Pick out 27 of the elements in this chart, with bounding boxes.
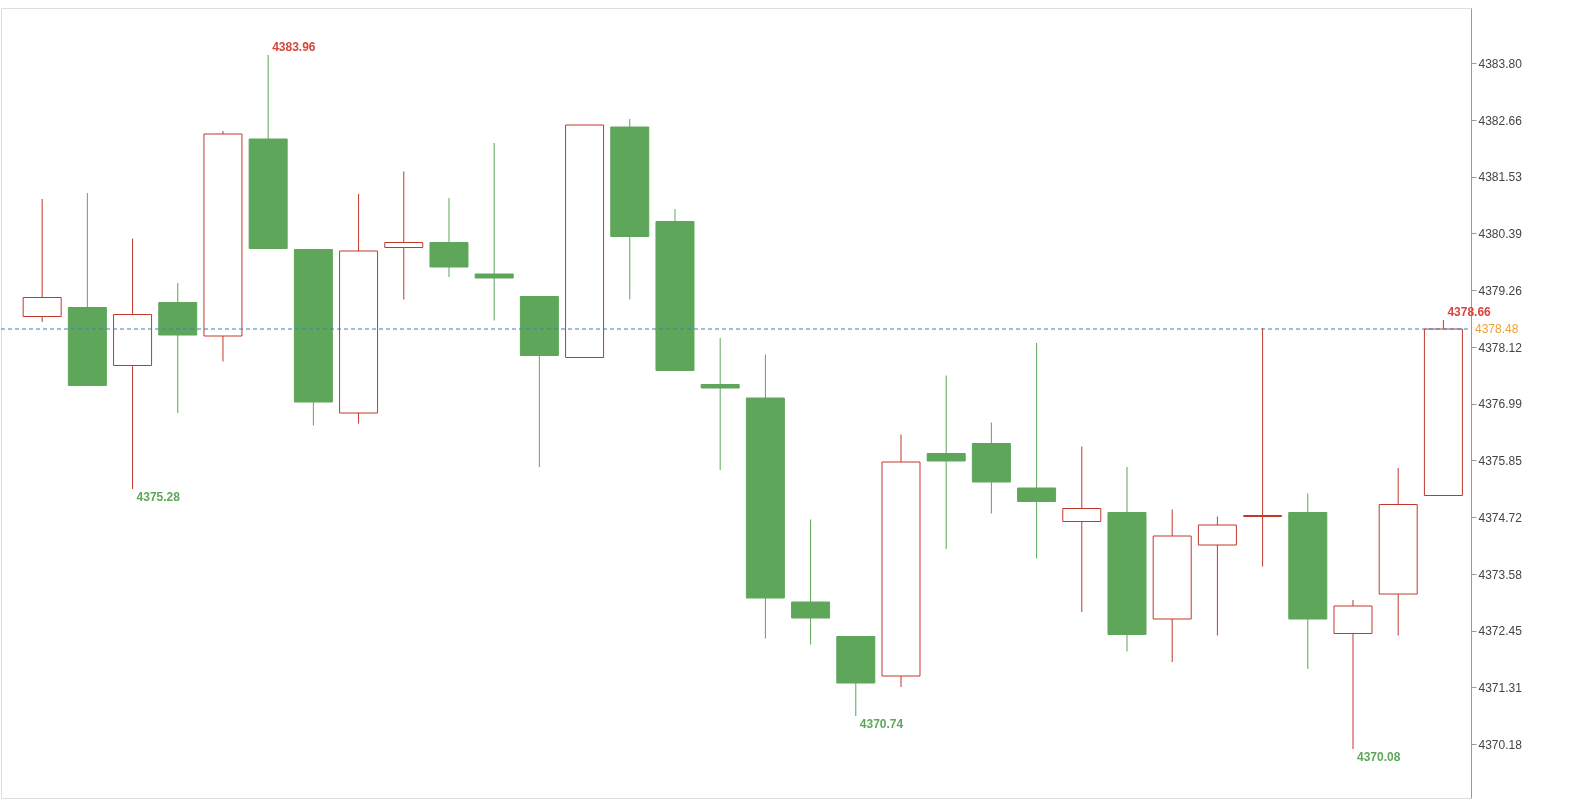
y-tick-label: 4378.12 <box>1478 340 1523 355</box>
y-tick-label: 4375.85 <box>1478 454 1523 468</box>
candlestick <box>1243 327 1283 567</box>
y-tick-label: 4371.31 <box>1478 681 1523 695</box>
y-tick-label: 4381.53 <box>1478 170 1523 184</box>
annotation: 4370.08 <box>1357 750 1401 764</box>
annotation: 4378.66 <box>1447 305 1492 319</box>
candlestick <box>791 519 831 645</box>
y-tick-label: 4370.18 <box>1478 737 1523 752</box>
y-tick-label: 4380.39 <box>1478 227 1523 241</box>
annotation: 4375.28 <box>136 490 181 504</box>
candlestick <box>1062 446 1102 613</box>
y-tick-label: 4376.99 <box>1478 397 1523 411</box>
annotation: 4370.74 <box>859 717 904 731</box>
y-tick-label: 4374.72 <box>1478 510 1523 525</box>
y-tick-label: 4373.58 <box>1478 567 1523 582</box>
candlestick <box>1017 342 1057 559</box>
candlestick <box>474 142 514 321</box>
candlestick <box>926 375 966 550</box>
annotation: 4383.96 <box>272 40 316 54</box>
ref-line-label: 4378.48 <box>1475 322 1519 336</box>
y-tick-label: 4372.45 <box>1478 624 1523 638</box>
y-tick-label: 4382.66 <box>1478 113 1523 128</box>
candlestick <box>700 337 740 471</box>
y-tick-label: 4379.26 <box>1478 283 1523 298</box>
candlestick <box>384 171 424 300</box>
y-tick-label: 4383.80 <box>1478 56 1523 71</box>
